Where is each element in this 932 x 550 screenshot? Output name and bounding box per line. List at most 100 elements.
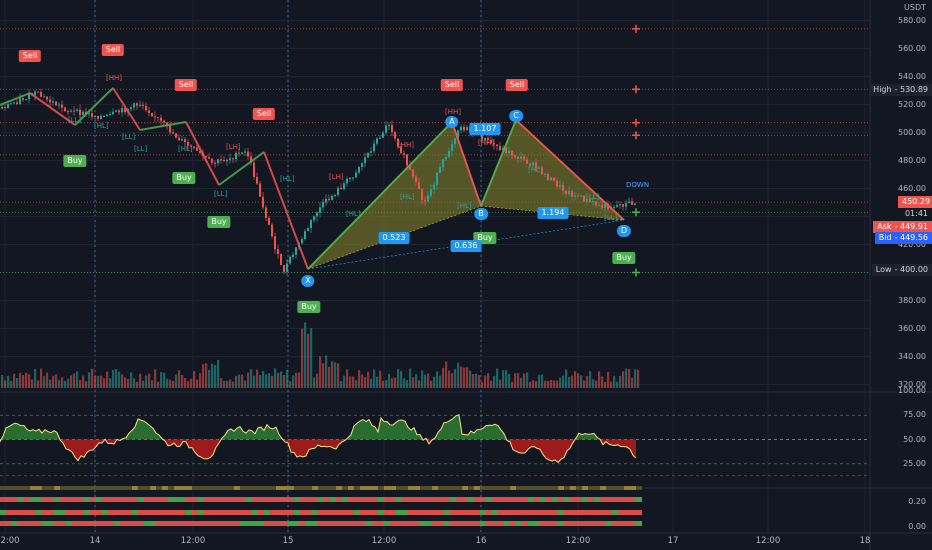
pattern-point-c[interactable]: C (509, 110, 523, 122)
indicator-strip-cell (276, 497, 282, 502)
sell-signal[interactable]: Sell (101, 44, 125, 56)
volume-bar (157, 381, 160, 388)
volume-bar (412, 377, 415, 388)
indicator-strip-cell (282, 497, 288, 502)
volume-bar (76, 371, 79, 388)
oscillator-area (90, 439, 93, 451)
volume-bar (25, 372, 28, 388)
sell-signal[interactable]: Sell (18, 50, 42, 62)
indicator-strip-cell (144, 521, 150, 526)
indicator-strip-cell (42, 497, 48, 502)
candle-body (274, 236, 276, 250)
candle-body (187, 141, 189, 146)
indicator-strip-cell (504, 497, 510, 502)
oscillator-area (303, 439, 306, 457)
indicator-strip-cell (438, 521, 444, 526)
candle-body (577, 195, 579, 197)
pattern-point-b[interactable]: B (474, 208, 488, 220)
indicator-strip-cell (312, 497, 318, 502)
indicator-strip-cell (276, 510, 282, 515)
oscillator-area (315, 439, 318, 449)
indicator-strip-cell (402, 486, 408, 490)
indicator-strip-cell (588, 521, 594, 526)
indicator-strip-cell (138, 521, 144, 526)
oscillator-area (177, 439, 180, 447)
oscillator-area (96, 439, 99, 447)
indicator-strip-cell (360, 510, 366, 515)
volume-bar (109, 378, 112, 388)
volume-bar (592, 379, 595, 388)
volume-bar (628, 368, 631, 388)
indicator-strip-cell (168, 521, 174, 526)
volume-bar (574, 371, 577, 388)
volume-bar (43, 376, 46, 388)
oscillator-area (192, 439, 195, 453)
sell-signal[interactable]: Sell (505, 79, 529, 91)
buy-signal[interactable]: Buy (172, 172, 196, 184)
candle-body (7, 104, 9, 109)
indicator-strip-cell (198, 486, 204, 490)
oscillator-area (78, 439, 81, 461)
oscillator-area (390, 424, 393, 440)
candle-body (244, 151, 246, 153)
indicator-strip-cell (450, 510, 456, 515)
oscillator-area (75, 439, 78, 461)
indicator-strip-cell (216, 521, 222, 526)
candle-body (457, 130, 459, 139)
candle-body (541, 167, 543, 175)
sell-signal[interactable]: Sell (440, 79, 464, 91)
indicator-strip-cell (12, 497, 18, 502)
indicator-strip-cell (522, 510, 528, 515)
candle-body (73, 110, 75, 112)
candle-body (523, 156, 525, 160)
indicator-strip-cell (90, 521, 96, 526)
pattern-point-d[interactable]: D (616, 225, 632, 237)
indicator-strip-cell (618, 497, 624, 502)
indicator-strip-cell (264, 510, 270, 515)
volume-bar (310, 328, 313, 388)
buy-signal[interactable]: Buy (297, 301, 321, 313)
oscillator-area (468, 431, 471, 440)
sell-signal[interactable]: Sell (252, 108, 276, 120)
indicator-strip-cell (522, 497, 528, 502)
buy-signal[interactable]: Buy (63, 155, 87, 167)
candle-body (1, 106, 3, 109)
volume-bar (169, 379, 172, 388)
indicator-strip-cell (384, 510, 390, 515)
oscillator-area (231, 428, 234, 440)
oscillator-area (312, 439, 315, 449)
volume-bar (61, 377, 64, 388)
candle-body (286, 263, 288, 272)
sell-signal[interactable]: Sell (174, 79, 198, 91)
indicator-strip-cell (330, 486, 336, 490)
volume-bar (292, 375, 295, 388)
indicator-strip-cell (462, 510, 468, 515)
volume-bar (307, 333, 310, 388)
pattern-point-a[interactable]: A (445, 116, 459, 128)
volume-bar (421, 370, 424, 388)
candle-body (487, 137, 489, 140)
indicator-strip-cell (150, 486, 156, 490)
indicator-strip-cell (294, 497, 300, 502)
oscillator-tick: 100.00 (898, 386, 926, 395)
indicator-strip-cell (48, 486, 54, 490)
candle-body (256, 176, 258, 184)
candle-body (412, 169, 414, 177)
indicator-strip-cell (102, 486, 108, 490)
indicator-strip-cell (444, 521, 450, 526)
indicator-strip-cell (570, 510, 576, 515)
oscillator-area (138, 418, 141, 440)
candle-body (373, 143, 375, 152)
pattern-point-x[interactable]: X (301, 275, 315, 287)
indicator-strip-cell (408, 486, 414, 490)
indicator-strip-cell (252, 521, 258, 526)
buy-signal[interactable]: Buy (207, 216, 231, 228)
oscillator-area (513, 439, 516, 452)
indicator-strip-cell (366, 497, 372, 502)
volume-bar (91, 368, 94, 388)
indicator-strip-cell (72, 497, 78, 502)
indicator-strip-cell (198, 510, 204, 515)
indicator-strip-cell (552, 521, 558, 526)
buy-signal[interactable]: Buy (612, 252, 636, 264)
